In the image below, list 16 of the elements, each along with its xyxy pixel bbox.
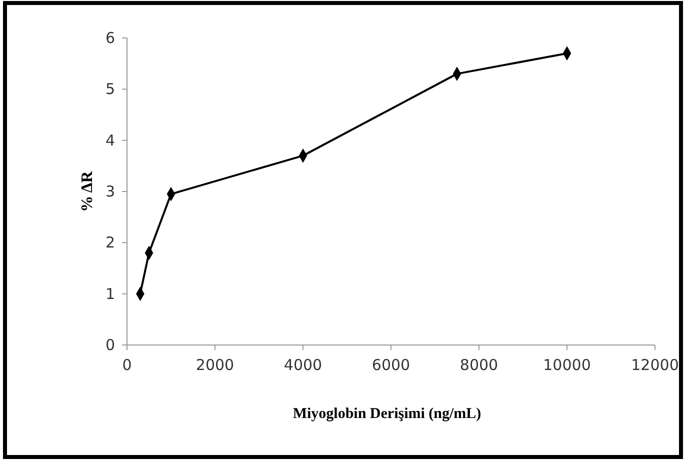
x-tick-label: 2000 — [196, 356, 234, 374]
x-axis-title: Miyoglobin Derişimi (ng/mL) — [292, 406, 482, 422]
x-tick-label: 10000 — [543, 356, 591, 374]
y-tick-label: 2 — [105, 234, 115, 252]
y-axis-title: % ΔR — [79, 170, 96, 212]
x-tick-label: 0 — [122, 356, 132, 374]
x-tick-label: 6000 — [372, 356, 410, 374]
y-tick-label: 1 — [105, 284, 115, 303]
x-tick-label: 8000 — [460, 356, 498, 374]
y-tick-label: 6 — [105, 29, 115, 47]
y-tick-label: 0 — [105, 336, 115, 354]
y-tick-label: 4 — [105, 131, 115, 150]
y-tick-label: 5 — [105, 80, 115, 98]
x-tick-label: 4000 — [284, 356, 322, 374]
y-tick-label: 3 — [105, 182, 115, 200]
x-tick-label: 12000 — [631, 356, 679, 374]
